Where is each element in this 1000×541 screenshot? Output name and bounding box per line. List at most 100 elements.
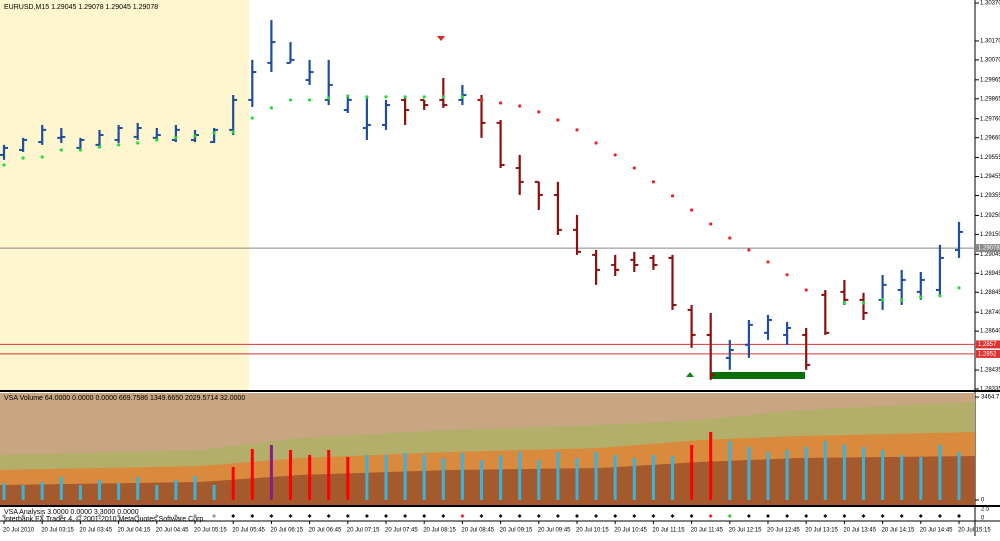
- volume-bar: [785, 449, 789, 500]
- signal-diamond: [269, 514, 274, 518]
- volume-bar: [613, 454, 617, 500]
- y-tick-label: 0: [981, 498, 985, 504]
- sar-dot: [479, 98, 484, 102]
- sar-dot: [938, 294, 942, 298]
- y-tick-label: 1.29250: [980, 213, 1000, 219]
- session-shade: [0, 0, 249, 390]
- volume-bar: [919, 456, 923, 500]
- x-tick-label: 20 Jul 08:45: [461, 528, 494, 534]
- volume-bar: [766, 451, 770, 500]
- sar-dot: [441, 95, 445, 99]
- y-tick-label: 1.28335: [980, 387, 1000, 393]
- signal-diamond: [2, 514, 6, 518]
- sar-dot: [556, 118, 560, 122]
- volume-bar: [823, 440, 827, 500]
- y-tick-label: 1.30070: [980, 57, 1000, 63]
- signal-diamond: [288, 514, 293, 518]
- signal-diamond: [937, 514, 942, 518]
- volume-bar: [594, 451, 598, 500]
- y-tick-label: 1.30170: [980, 39, 1000, 45]
- volume-bar: [957, 451, 961, 500]
- signal-arrow: [437, 36, 445, 41]
- signal-diamond: [212, 514, 217, 518]
- signal-diamond: [441, 514, 446, 518]
- volume-bar: [499, 454, 503, 500]
- volume-bar: [212, 484, 216, 500]
- sar-dot: [594, 141, 598, 145]
- signal-diamond: [345, 514, 350, 518]
- volume-bar: [193, 476, 197, 500]
- signal-diamond: [804, 514, 809, 518]
- y-tick-label: 1.28435: [980, 368, 1000, 374]
- sar-dot: [365, 95, 369, 99]
- volume-bar: [422, 454, 426, 500]
- signal-diamond: [517, 514, 522, 518]
- x-tick-label: 20 Jul 13:15: [805, 528, 838, 534]
- volume-bar: [480, 459, 483, 500]
- y-tick-label: 2.5: [981, 507, 990, 513]
- x-tick-label: 20 Jul 03:15: [41, 528, 74, 534]
- signal-diamond: [422, 514, 427, 518]
- sar-dot: [97, 145, 102, 149]
- signal-diamond: [364, 514, 369, 518]
- signal-diamond: [307, 514, 312, 518]
- sar-dot: [403, 95, 407, 99]
- y-tick-label: 1.29355: [980, 193, 1000, 199]
- signal-diamond: [498, 514, 503, 518]
- signal-diamond: [78, 514, 83, 518]
- volume-bar: [728, 440, 732, 500]
- volume-bar: [346, 456, 350, 500]
- volume-bar: [117, 482, 121, 500]
- sar-dot: [2, 163, 6, 167]
- sar-dot: [957, 286, 961, 290]
- signal-diamond: [135, 514, 140, 518]
- sar-dot: [842, 301, 847, 305]
- sar-dot: [881, 298, 885, 302]
- panel-title: VSA Volume 64.0000 0.0000 0.0000 669.758…: [4, 395, 245, 402]
- volume-bar: [269, 445, 273, 500]
- signal-diamond: [536, 514, 541, 518]
- volume-bar: [384, 454, 388, 500]
- copyright: Interbank FX Trader 4, © 2001-2010 MetaQ…: [4, 515, 205, 523]
- volume-bar: [862, 446, 865, 500]
- signal-diamond: [746, 514, 751, 518]
- signal-diamond: [193, 514, 197, 518]
- signal-diamond: [785, 514, 790, 518]
- sar-dot: [59, 148, 63, 152]
- x-tick-label: 20 Jul 09:15: [500, 528, 533, 534]
- sar-dot: [327, 96, 331, 100]
- x-tick-label: 20 Jul 04:15: [118, 528, 151, 534]
- signal-diamond: [21, 514, 26, 518]
- y-tick-label: 1.29760: [980, 116, 1000, 122]
- x-tick-label: 20 Jul 15:15: [958, 528, 991, 534]
- sar-dot: [651, 180, 656, 184]
- signal-diamond: [861, 514, 866, 518]
- signal-diamond: [689, 514, 694, 518]
- sar-dot: [861, 301, 866, 305]
- signal-arrow: [686, 372, 694, 377]
- sar-dot: [174, 136, 178, 140]
- volume-bar: [804, 446, 808, 500]
- y-tick-label: 1.28640: [980, 329, 1000, 335]
- signal-diamond: [97, 514, 102, 518]
- signal-diamond: [59, 514, 64, 518]
- y-tick-label: 1.29555: [980, 155, 1000, 161]
- volume-bar: [690, 445, 694, 500]
- sar-dot: [250, 116, 254, 120]
- sar-dot: [308, 98, 312, 102]
- volume-bar: [537, 459, 541, 500]
- sar-dot: [117, 143, 121, 147]
- volume-bar: [460, 452, 464, 500]
- signal-diamond: [40, 514, 45, 518]
- x-tick-label: 20 Jul 05:45: [232, 528, 265, 534]
- signal-diamond: [670, 514, 675, 518]
- sar-dot: [537, 110, 541, 114]
- volume-bands: [0, 393, 975, 505]
- signal-diamond: [880, 514, 885, 518]
- x-tick-label: 20 Jul 10:45: [614, 528, 647, 534]
- y-tick-label: 1.30370: [980, 1, 1000, 7]
- x-tick-label: 20 Jul 06:45: [309, 528, 342, 534]
- x-tick-label: 20 Jul 04:45: [156, 528, 189, 534]
- signal-diamond: [651, 514, 656, 518]
